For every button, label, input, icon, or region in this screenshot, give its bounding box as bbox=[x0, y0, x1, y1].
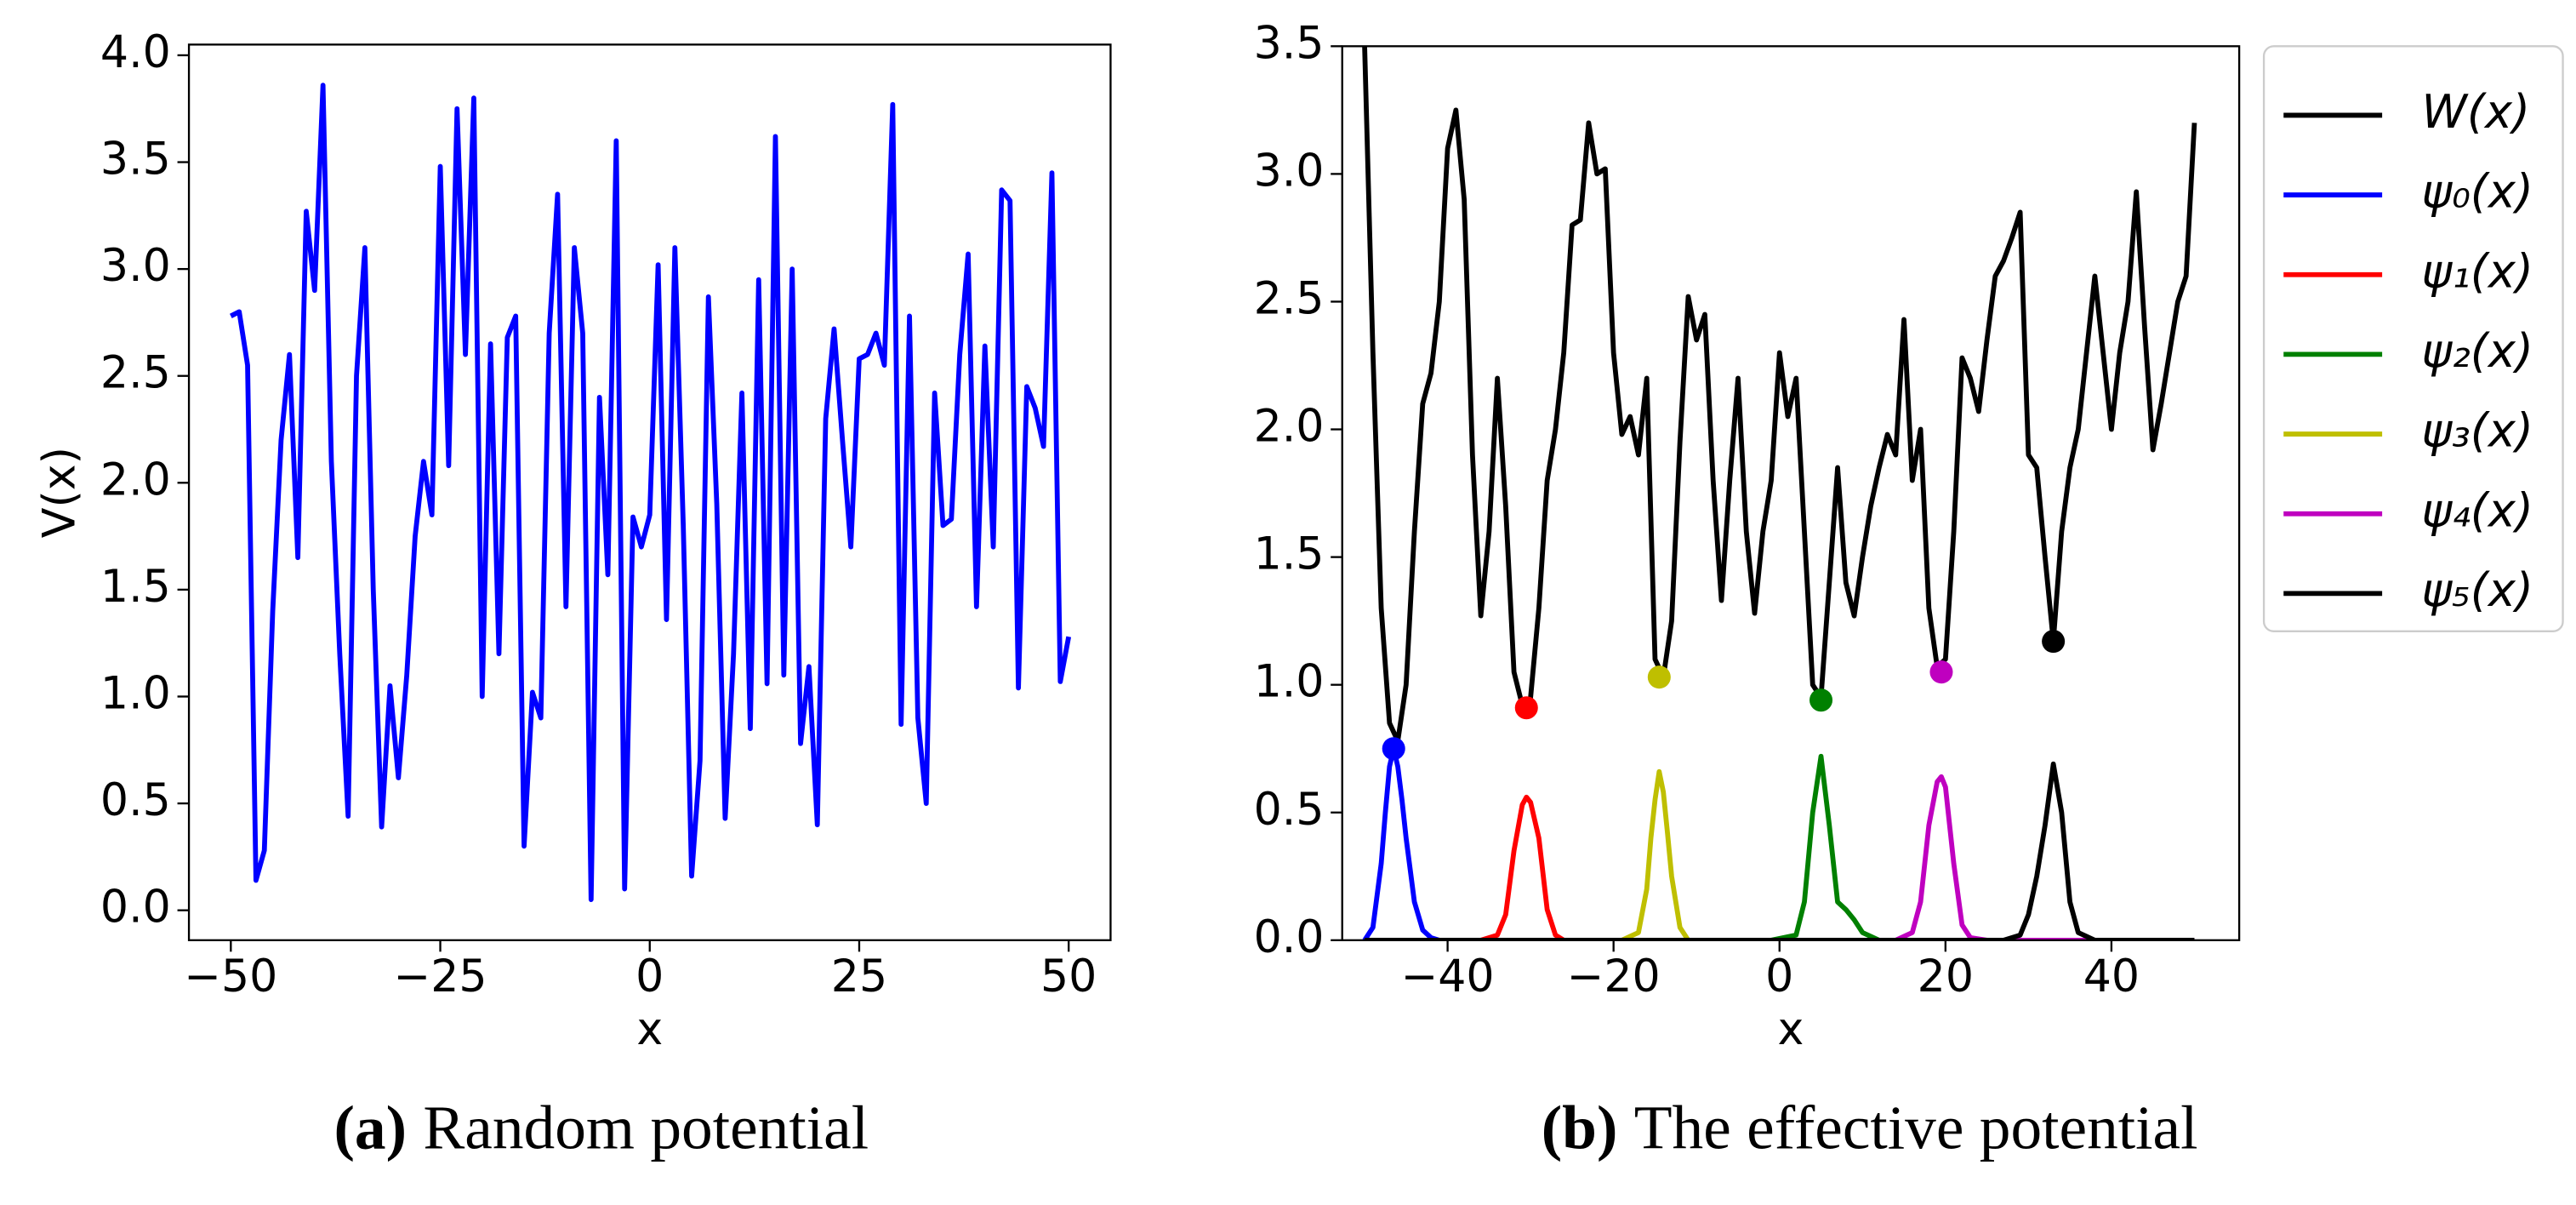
legend-label: ψ₃(x) bbox=[2421, 404, 2533, 458]
x-tick-label: 40 bbox=[2083, 951, 2140, 1002]
minimum-marker bbox=[1929, 660, 1953, 684]
x-tick-label: −20 bbox=[1567, 951, 1661, 1002]
minimum-marker bbox=[1514, 696, 1538, 720]
series-line bbox=[1362, 745, 2195, 940]
caption: (b) The effective potential bbox=[1542, 1094, 2198, 1162]
legend-label: ψ₁(x) bbox=[2421, 244, 2533, 298]
caption-tag: (b) bbox=[1542, 1094, 1618, 1162]
axes-frame bbox=[1341, 45, 2241, 942]
x-tick-label: −25 bbox=[394, 951, 487, 1002]
y-tick-label: 1.0 bbox=[100, 668, 171, 719]
series-line bbox=[1365, 794, 2195, 940]
y-axis-label: V(x) bbox=[34, 447, 85, 538]
y-tick-label: 1.5 bbox=[100, 562, 171, 613]
axes-frame bbox=[187, 43, 1112, 942]
x-tick-label: 50 bbox=[1040, 951, 1097, 1002]
minimum-marker bbox=[1647, 665, 1671, 689]
x-tick-label: −40 bbox=[1401, 951, 1495, 1002]
legend-label: W(x) bbox=[2421, 85, 2530, 139]
y-tick-label: 2.0 bbox=[1254, 402, 1325, 453]
x-tick-label: 0 bbox=[1765, 951, 1793, 1002]
y-tick-label: 2.5 bbox=[100, 348, 171, 399]
y-tick-label: 2.0 bbox=[100, 454, 171, 505]
series-line bbox=[1365, 753, 2195, 940]
y-tick-label: 1.0 bbox=[1254, 657, 1325, 708]
caption: (a) Random potential bbox=[333, 1094, 869, 1162]
y-tick-label: 0.5 bbox=[1254, 785, 1325, 836]
y-tick-label: 4.0 bbox=[100, 27, 171, 78]
series-line bbox=[1362, 46, 2197, 744]
x-axis-label: x bbox=[636, 1004, 663, 1055]
legend-label: ψ₅(x) bbox=[2421, 563, 2533, 617]
series-line bbox=[1365, 774, 2195, 940]
legend-label: ψ₂(x) bbox=[2421, 324, 2533, 378]
caption-tag: (a) bbox=[333, 1094, 407, 1162]
x-tick-label: −50 bbox=[184, 951, 277, 1002]
caption-text: Random potential bbox=[423, 1094, 869, 1162]
y-tick-label: 3.0 bbox=[1254, 146, 1325, 197]
y-tick-label: 3.5 bbox=[1254, 18, 1325, 69]
y-tick-label: 0.5 bbox=[100, 775, 171, 826]
series-line bbox=[230, 83, 1072, 903]
y-tick-label: 1.5 bbox=[1254, 529, 1325, 580]
series-line bbox=[1365, 761, 2195, 940]
x-tick-label: 0 bbox=[635, 951, 664, 1002]
x-axis-label: x bbox=[1777, 1004, 1804, 1055]
minimum-marker bbox=[2042, 630, 2066, 654]
legend-label: ψ₄(x) bbox=[2421, 483, 2533, 537]
minimum-marker bbox=[1382, 737, 1405, 761]
caption-text: The effective potential bbox=[1634, 1094, 2198, 1162]
y-tick-label: 2.5 bbox=[1254, 273, 1325, 324]
plot-area bbox=[1362, 46, 2197, 940]
y-tick-label: 3.5 bbox=[100, 134, 171, 186]
y-tick-label: 3.0 bbox=[100, 241, 171, 292]
y-tick-label: 0.0 bbox=[100, 882, 171, 934]
legend-label: ψ₀(x) bbox=[2421, 165, 2533, 219]
x-tick-label: 25 bbox=[831, 951, 887, 1002]
y-tick-label: 0.0 bbox=[1254, 912, 1325, 963]
series-line bbox=[1365, 768, 2195, 940]
minimum-marker bbox=[1809, 688, 1833, 712]
x-tick-label: 20 bbox=[1918, 951, 1974, 1002]
plot-area bbox=[230, 83, 1072, 903]
